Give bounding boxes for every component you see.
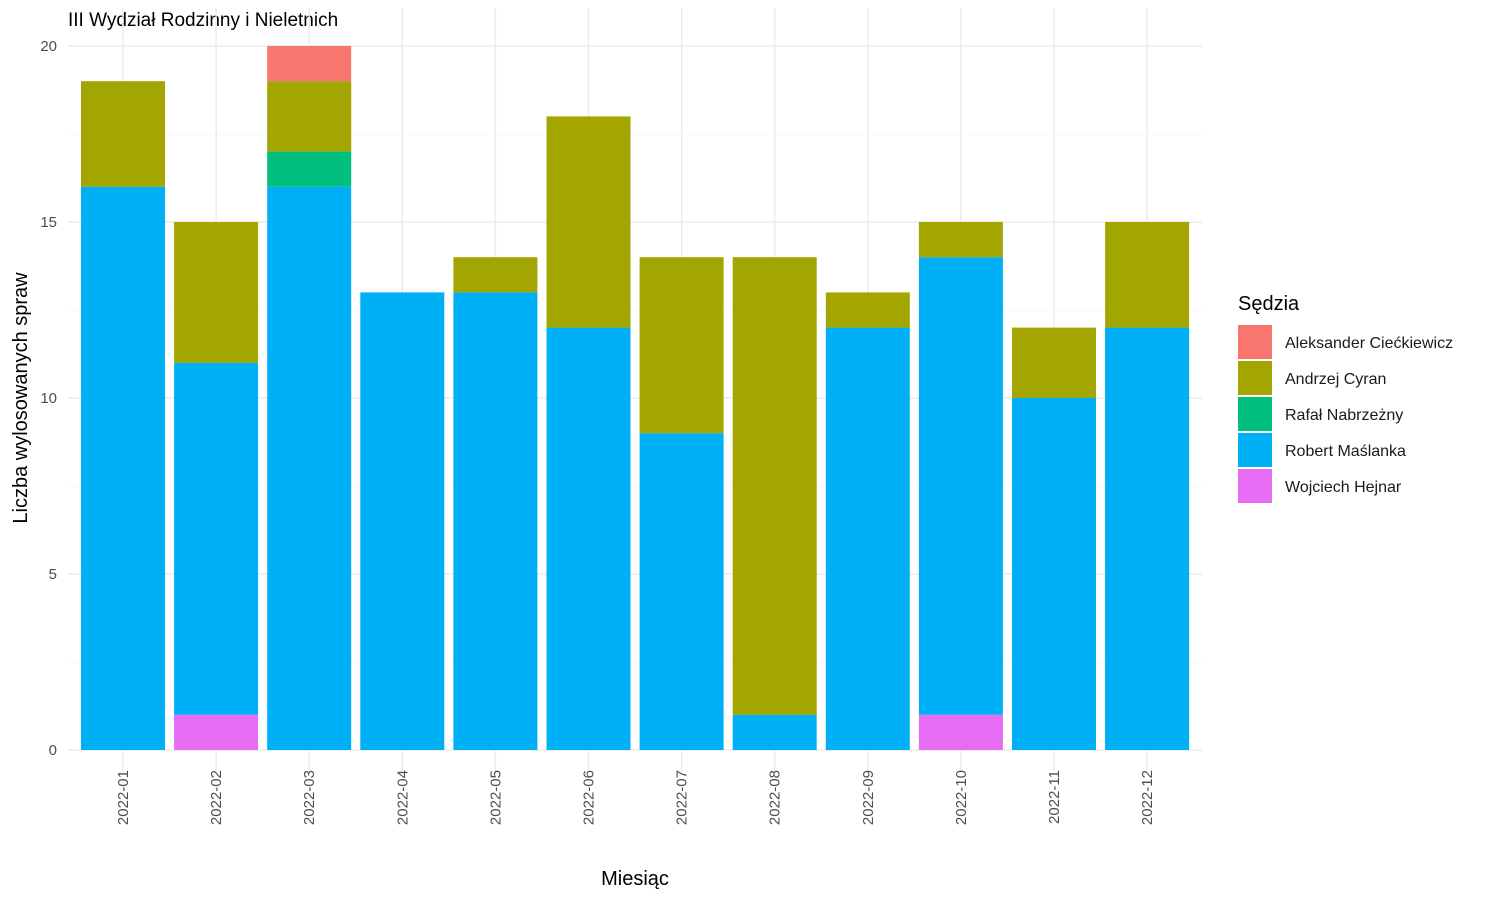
bar-segment <box>1105 222 1190 328</box>
bar-segment <box>825 292 910 328</box>
bar-segment <box>825 327 910 750</box>
x-tick-label: 2022-01 <box>115 770 132 825</box>
bar-segment <box>453 292 538 750</box>
bars <box>81 46 1190 751</box>
y-tick-label: 20 <box>40 38 57 55</box>
legend: Sędzia Aleksander Ciećkiewicz Andrzej Cyr… <box>1238 293 1453 503</box>
bar-segment <box>918 257 1003 715</box>
x-axis-title: Miesiąc <box>601 868 669 890</box>
y-tick-label: 5 <box>49 566 57 583</box>
bar-segment <box>174 714 259 750</box>
bar-segment <box>918 714 1003 750</box>
x-axis-ticks: 2022-01 2022-02 2022-03 2022-04 2022-05 2022-… <box>115 770 1156 825</box>
x-tick-label: 2022-09 <box>860 770 877 825</box>
x-tick-label: 2022-06 <box>581 770 598 825</box>
legend-swatch <box>1238 433 1272 467</box>
legend-label: Wojciech Hejnar <box>1285 479 1402 496</box>
bar-segment <box>81 186 165 751</box>
bar-segment <box>81 81 165 187</box>
bar-segment <box>267 46 352 82</box>
y-tick-label: 0 <box>49 742 57 759</box>
bar-segment <box>174 362 259 715</box>
chart-title: III Wydział Rodzinny i Nieletnich <box>68 10 338 31</box>
bar-segment <box>1012 327 1096 398</box>
bar-segment <box>732 257 817 715</box>
y-axis-title: Liczba wylosowanych spraw <box>10 272 32 524</box>
bar-segment <box>639 257 724 434</box>
legend-swatch <box>1238 325 1272 359</box>
legend-swatch <box>1238 397 1272 431</box>
x-tick-label: 2022-03 <box>301 770 318 825</box>
bar-segment <box>732 714 817 750</box>
legend-swatch <box>1238 361 1272 395</box>
x-tick-label: 2022-10 <box>953 770 970 825</box>
bar-segment <box>267 186 352 751</box>
bar-segment <box>174 222 259 363</box>
y-axis-ticks: 0 5 10 15 20 <box>40 38 57 759</box>
bar-segment <box>453 257 538 293</box>
legend-label: Aleksander Ciećkiewicz <box>1285 335 1453 352</box>
x-tick-label: 2022-04 <box>394 770 411 825</box>
x-tick-label: 2022-11 <box>1046 770 1063 824</box>
legend-title: Sędzia <box>1238 293 1300 315</box>
bar-segment <box>1012 398 1096 750</box>
bar-segment <box>918 222 1003 258</box>
bar-segment <box>1105 327 1190 750</box>
x-tick-label: 2022-02 <box>208 770 225 825</box>
bar-segment <box>267 81 352 152</box>
y-tick-label: 15 <box>40 214 57 231</box>
bar-segment <box>546 116 631 328</box>
x-tick-label: 2022-07 <box>674 770 691 825</box>
legend-label: Robert Maślanka <box>1285 443 1406 460</box>
y-tick-label: 10 <box>40 390 57 407</box>
x-tick-label: 2022-08 <box>767 770 784 825</box>
x-tick-label: 2022-05 <box>487 770 504 825</box>
bar-segment <box>639 433 724 750</box>
legend-label: Andrzej Cyran <box>1285 371 1386 388</box>
bar-segment <box>267 151 352 187</box>
x-tick-label: 2022-12 <box>1139 770 1156 825</box>
bar-segment <box>360 292 445 750</box>
bar-segment <box>546 327 631 750</box>
legend-swatch <box>1238 469 1272 503</box>
legend-label: Rafał Nabrzeżny <box>1285 407 1403 424</box>
